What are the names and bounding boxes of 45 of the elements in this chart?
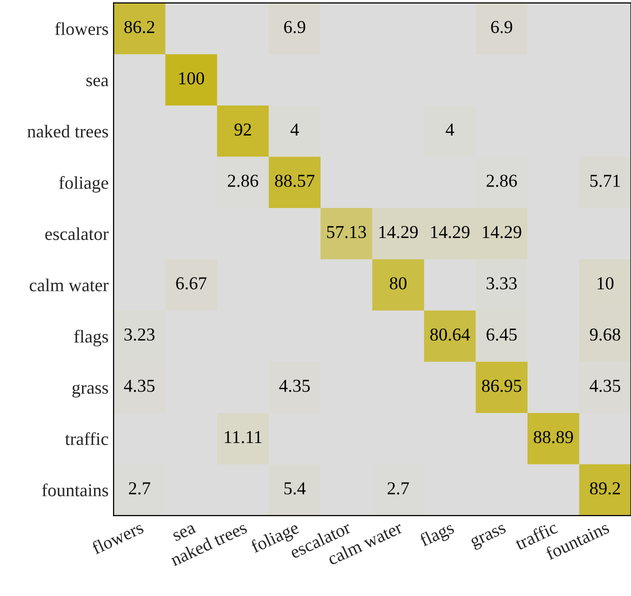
data-label: 2.86 (486, 174, 517, 187)
data-label: 86.2 (124, 20, 154, 34)
data-label: 6.9 (284, 20, 306, 34)
data-label: 6.67 (176, 277, 206, 290)
data-label: 4.35 (124, 380, 155, 392)
data-label: 4 (446, 124, 454, 136)
y-tick-label: naked trees (27, 124, 108, 138)
data-label: 89.2 (590, 482, 620, 495)
data-label: 11.11 (224, 431, 262, 444)
data-label: 57.13 (327, 226, 366, 238)
data-label: 4.35 (590, 380, 620, 392)
data-label: 86.95 (482, 380, 522, 392)
data-label: 100 (179, 72, 204, 84)
data-label: 14.29 (431, 226, 470, 238)
y-tick-label: grass (72, 384, 108, 398)
y-tick-label: traffic (65, 432, 108, 446)
y-tick-label: fountains (42, 483, 108, 496)
data-label: 88.89 (534, 430, 573, 444)
y-tick-label: flowers (55, 22, 108, 36)
data-label: 5.4 (284, 482, 306, 495)
y-tick-label: foliage (59, 176, 108, 193)
y-tick-label: flags (74, 330, 108, 346)
data-label: 6.9 (491, 20, 512, 34)
x-tick-label: grass (470, 524, 508, 551)
data-label: 6.45 (486, 328, 517, 341)
data-label: 14.29 (482, 226, 522, 238)
data-label: 14.29 (379, 226, 418, 238)
data-label: 10 (598, 277, 614, 290)
data-label: 3.33 (486, 277, 517, 290)
data-label: 92 (234, 124, 251, 136)
data-label: 3.23 (124, 328, 155, 341)
data-label: 80.64 (430, 328, 470, 341)
x-tick-label: flags (418, 520, 456, 550)
data-label: 88.57 (275, 174, 314, 187)
data-label: 2.7 (128, 482, 150, 495)
data-label: 2.86 (228, 174, 258, 187)
data-label: 80 (390, 277, 406, 290)
data-label: 4 (290, 124, 299, 136)
y-tick-label: calm water (30, 278, 109, 292)
y-tick-label: escalator (45, 227, 109, 240)
data-label: 9.68 (590, 328, 620, 341)
data-label: 2.7 (388, 482, 409, 495)
data-label: 4.35 (279, 380, 310, 392)
data-label: 5.71 (590, 174, 620, 187)
y-tick-label: sea (86, 78, 108, 86)
